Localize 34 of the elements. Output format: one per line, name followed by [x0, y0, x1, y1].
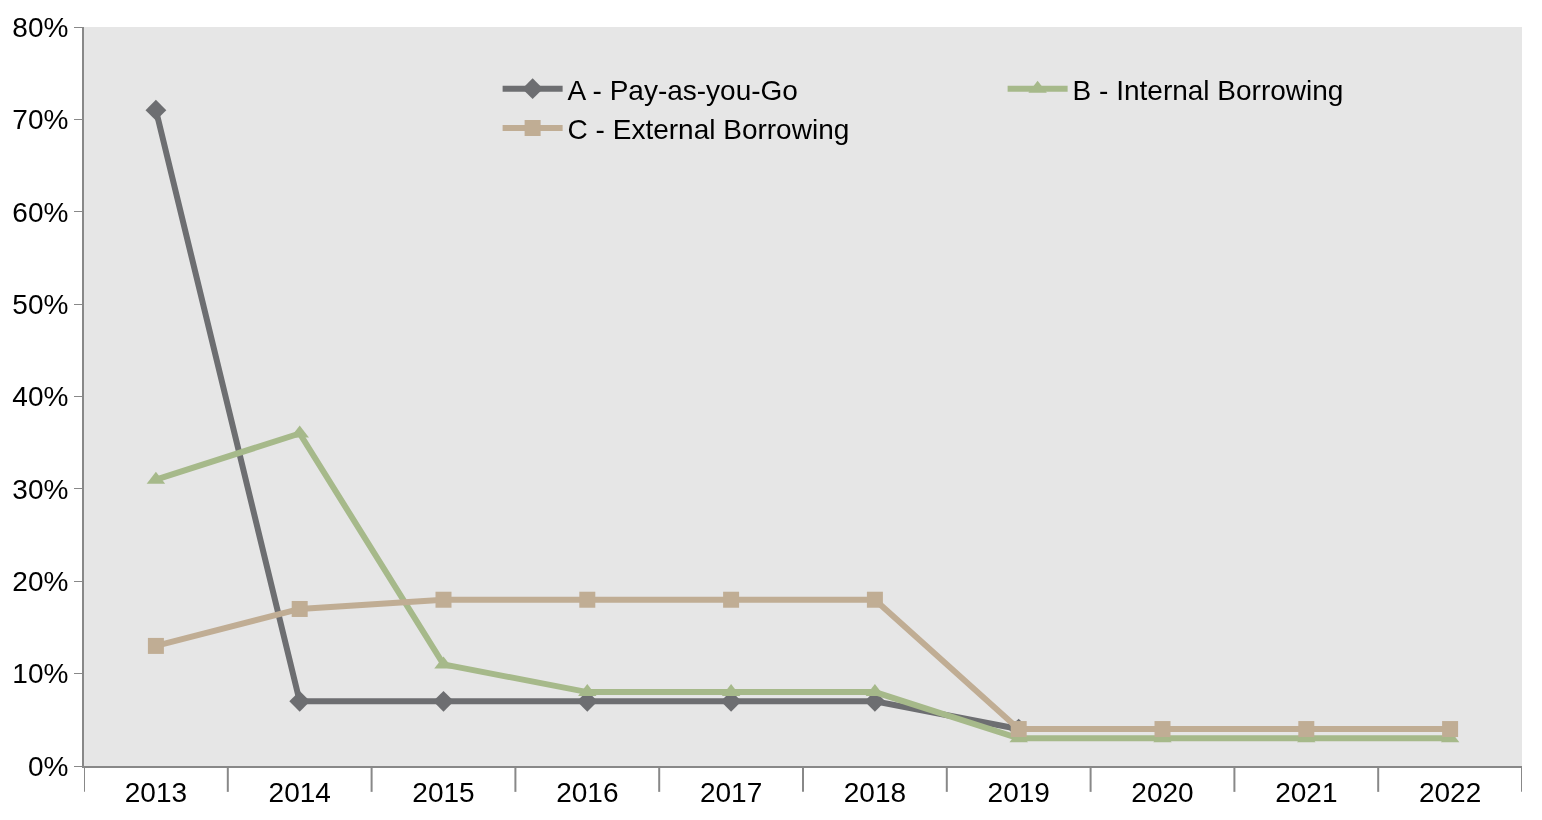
legend-label: C - External Borrowing — [567, 113, 850, 145]
x-tick-label: 2022 — [1418, 776, 1482, 808]
point — [723, 591, 740, 608]
point — [145, 99, 167, 121]
point — [866, 591, 883, 608]
y-tick-label: 60% — [12, 196, 69, 228]
x-tick-label: 2014 — [268, 776, 331, 808]
y-tick-label: 10% — [12, 658, 69, 690]
x-tick-label: 2019 — [987, 776, 1050, 808]
y-tick-label: 20% — [12, 566, 69, 598]
y-tick-label: 40% — [12, 381, 69, 413]
point — [433, 690, 454, 712]
x-tick-label: 2016 — [556, 776, 619, 808]
y-tick-label: 70% — [12, 104, 69, 136]
point — [1298, 721, 1315, 738]
point — [435, 591, 452, 608]
point — [291, 600, 308, 617]
point — [1442, 721, 1459, 738]
x-tick-label: 2013 — [124, 776, 188, 808]
y-tick-label: 50% — [12, 288, 69, 320]
point — [579, 591, 596, 608]
point — [147, 637, 164, 654]
y-tick-label: 30% — [12, 473, 69, 505]
x-tick-label: 2018 — [843, 776, 907, 808]
point — [1154, 721, 1171, 738]
point — [289, 690, 311, 712]
legend-label: A - Pay-as-you-Go — [567, 74, 798, 106]
x-tick-label: 2017 — [699, 776, 763, 808]
x-tick-label: 2015 — [412, 776, 475, 808]
y-tick-label: 80% — [12, 11, 69, 43]
x-tick-label: 2020 — [1131, 776, 1194, 808]
x-tick-label: 2021 — [1275, 776, 1338, 808]
y-tick-label: 0% — [27, 750, 69, 782]
legend-label: B - Internal Borrowing — [1072, 74, 1344, 106]
